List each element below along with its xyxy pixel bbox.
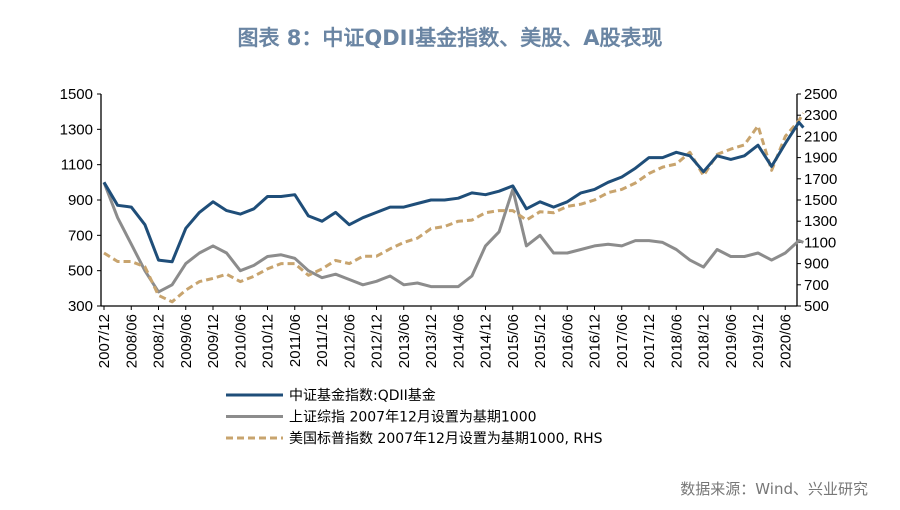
x-tick-label: 2010/06 [232,314,249,368]
right-tick-label: 1100 [804,234,836,251]
x-tick-label: 2014/06 [450,314,467,368]
right-tick-label: 2300 [804,107,837,124]
x-tick-label: 2016/06 [559,314,576,368]
left-tick-label: 700 [68,227,93,244]
left-tick-label: 900 [68,192,93,209]
axes: 300 500 700 900 1100 1300 1500 500 700 900 1100 130… [60,86,838,368]
x-tick-label: 2010/12 [260,314,277,368]
x-tick-label: 2016/12 [587,314,604,368]
x-tick-label: 2007/12 [96,314,113,368]
x-tick-label: 2017/12 [641,314,658,368]
legend-label-0: 中证基金指数:QDII基金 [289,387,436,404]
right-tick-label: 1900 [804,150,837,167]
x-tick-label: 2009/06 [178,314,195,368]
right-tick-label: 700 [804,277,829,294]
legend-label-1: 上证综指 2007年12月设置为基期1000 [289,409,537,426]
series-line-2 [103,112,805,304]
x-tick-label: 2008/12 [151,314,168,368]
x-tick-label: 2013/06 [396,314,413,368]
x-tick-label: 2012/12 [369,314,386,368]
right-tick-label: 1700 [804,171,837,188]
x-tick-label: 2015/06 [505,314,522,368]
x-tick-label: 2019/12 [750,314,767,368]
series-lines [102,112,805,304]
chart-title: 图表 8：中证QDII基金指数、美股、A股表现 [237,26,663,50]
right-tick-label: 1300 [804,213,837,230]
left-tick-label: 500 [68,263,93,280]
x-tick-label: 2011/06 [287,314,304,367]
x-tick-label: 2017/06 [614,314,631,368]
x-tick-label: 2020/06 [777,314,794,368]
right-tick-label: 1500 [804,192,837,209]
left-tick-label: 1100 [61,157,93,174]
right-tick-label: 500 [804,298,829,315]
series-line-1 [102,181,804,294]
x-tick-label: 2011/12 [314,314,331,367]
x-tick-label: 2012/06 [341,314,358,368]
series-line-0 [102,120,805,264]
x-tick-label: 2009/12 [205,314,222,368]
right-tick-label: 900 [804,256,829,273]
x-tick-label: 2015/12 [532,314,549,368]
right-tick-label: 2500 [804,86,837,103]
right-tick-label: 2100 [804,128,837,145]
x-tick-label: 2018/12 [696,314,713,368]
left-tick-label: 1500 [60,86,93,103]
x-tick-label: 2008/06 [123,314,140,368]
source-note: 数据来源：Wind、兴业研究 [680,480,868,498]
left-tick-label: 1300 [60,121,93,138]
x-tick-label: 2018/06 [668,314,685,368]
x-tick-label: 2013/12 [423,314,440,368]
left-tick-label: 300 [68,298,93,315]
x-tick-label: 2019/06 [723,314,740,368]
x-tick-label: 2014/12 [478,314,495,368]
legend-label-2: 美国标普指数 2007年12月设置为基期1000, RHS [289,430,603,447]
